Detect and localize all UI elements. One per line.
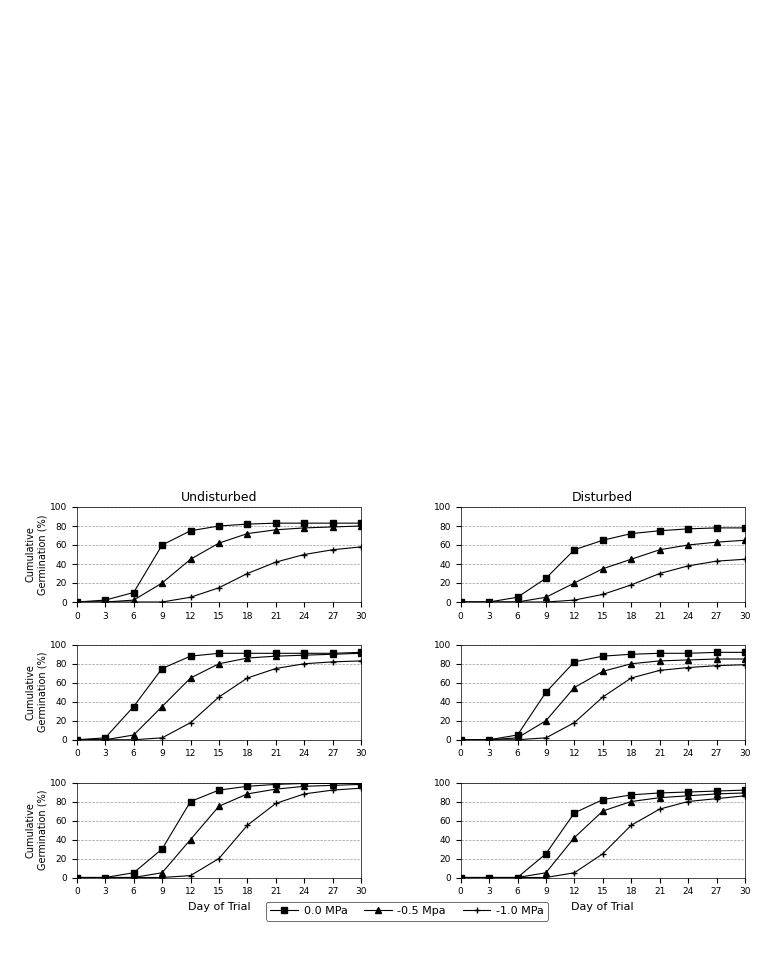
- Y-axis label: Cumulative
Germination (%): Cumulative Germination (%): [25, 790, 47, 871]
- X-axis label: Day of Trial: Day of Trial: [571, 902, 634, 912]
- Legend: 0.0 MPa, -0.5 Mpa, -1.0 MPa: 0.0 MPa, -0.5 Mpa, -1.0 MPa: [266, 902, 548, 920]
- Title: Undisturbed: Undisturbed: [180, 491, 257, 504]
- X-axis label: Day of Trial: Day of Trial: [187, 902, 250, 912]
- Y-axis label: Cumulative
Germination (%): Cumulative Germination (%): [25, 652, 47, 732]
- Y-axis label: Cumulative
Germination (%): Cumulative Germination (%): [25, 514, 47, 595]
- Title: Disturbed: Disturbed: [572, 491, 634, 504]
